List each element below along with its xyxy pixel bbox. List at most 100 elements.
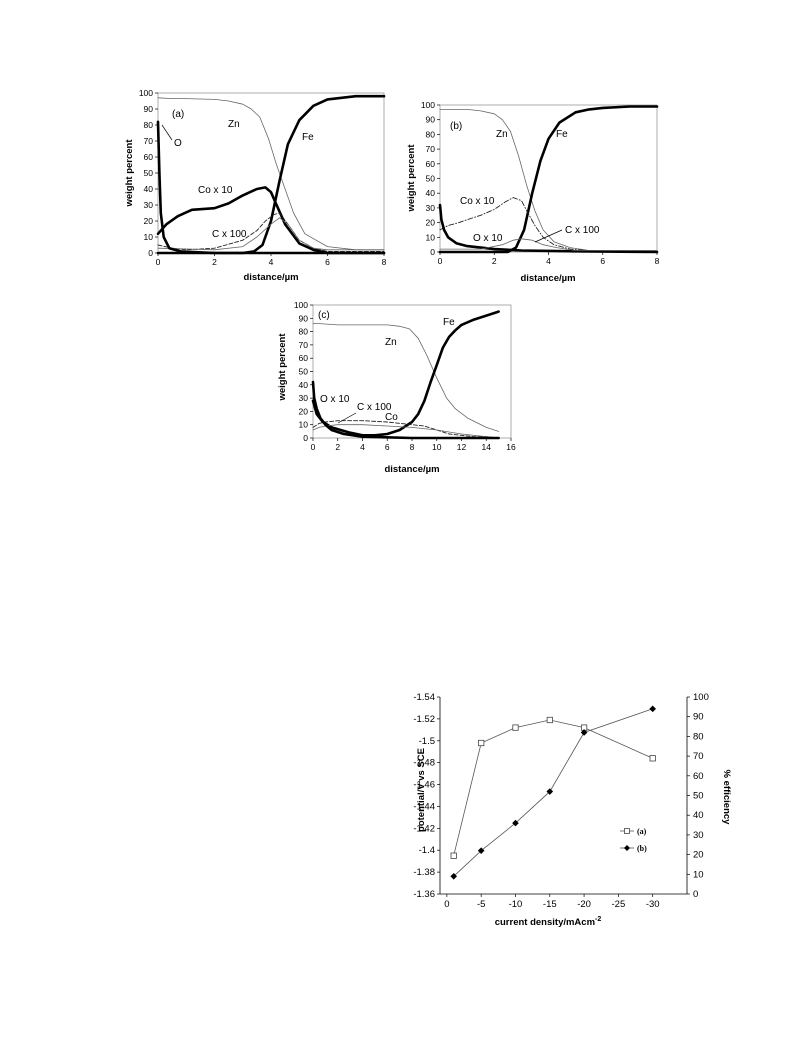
y-tick-label: 60	[144, 152, 154, 162]
y-right-tick-label: 50	[693, 791, 704, 802]
pointer-c	[534, 229, 563, 243]
x-tick-label: 0	[311, 442, 316, 452]
y-tick-label: 90	[426, 115, 436, 125]
series-co-x-10-line	[439, 197, 658, 253]
y-tick-label: 70	[426, 144, 436, 154]
x-tick-label: 4	[269, 257, 274, 267]
legend-b-label: (b)	[637, 844, 647, 853]
label-co: Co	[385, 412, 398, 423]
y-right-tick-label: 20	[693, 850, 704, 861]
y-tick-label: 80	[426, 129, 436, 139]
series-b-point	[546, 788, 554, 795]
pointer-c	[337, 412, 357, 424]
series-a-point	[512, 724, 519, 731]
legend-a-label: (a)	[637, 827, 647, 836]
series-b-point	[649, 705, 656, 713]
x-axis: 0 -5 -10 -15 -20 -25 -30	[444, 894, 660, 910]
x-tick-label: 16	[506, 442, 516, 452]
y-tick-label: 100	[294, 300, 308, 310]
y-tick-label: 70	[299, 340, 309, 350]
y-axis-right: 0 10 20 30 40 50 60 70 80 90 100	[687, 692, 709, 900]
label-fe: Fe	[443, 317, 455, 328]
y-axis-label: weight percent	[277, 333, 288, 402]
series-zn-line	[439, 109, 658, 251]
x-axis: 0 2 4 6 8	[156, 253, 387, 267]
label-fe: Fe	[302, 132, 314, 143]
y-left-tick-label: -1.38	[413, 867, 435, 878]
label-c: C x 100	[212, 229, 247, 240]
y-tick-label: 30	[426, 203, 436, 213]
series-c-x-100-line	[312, 424, 499, 439]
y-left-tick-label: -1.42	[413, 823, 435, 834]
series-a-point	[546, 716, 553, 724]
y-left-tick-label: -1.48	[413, 758, 435, 769]
series-o-line	[156, 120, 386, 255]
y-left-tick-label: -1.46	[413, 780, 435, 791]
series-fe-line	[311, 310, 500, 437]
x-axis-label: current density/mAcm-2	[495, 916, 602, 928]
series-b-point	[512, 819, 519, 827]
y-left-tick-label: -1.44	[413, 801, 435, 812]
x-tick-label: 12	[457, 442, 467, 452]
series-zn-line	[157, 97, 385, 251]
panel-potential-efficiency: -1.36 -1.38 -1.4 -1.42 -1.44 -1.46 -1.48 -1.5 -1…	[413, 692, 732, 928]
series-o-x-10-line	[311, 380, 500, 440]
y-axis-left-label: potential/V vs SCE	[416, 748, 427, 832]
y-tick-label: 50	[144, 168, 154, 178]
y-tick-label: 30	[144, 200, 154, 210]
x-axis: 0 2 4 6 8 10 12 14 16	[311, 438, 516, 452]
y-axis-label: weight percent	[124, 139, 135, 208]
x-tick-label: -20	[577, 899, 591, 910]
y-tick-label: 70	[144, 136, 154, 146]
series-lines	[438, 105, 659, 254]
y-axis: 0 10 20 30 40 50 60 70 80 90 100	[294, 300, 313, 443]
y-left-tick-label: -1.36	[413, 889, 435, 900]
plot-frame	[157, 92, 385, 254]
y-right-tick-label: 90	[693, 712, 704, 723]
y-axis: 0 10 20 30 40 50 60 70 80 90 100	[421, 100, 440, 257]
series-a-point	[450, 852, 457, 859]
x-tick-label: -10	[509, 899, 523, 910]
panel-a: 0 10 20 30 40 50 60 70 80 90 100 0 2 4 6 8 (a) distanc…	[124, 88, 387, 283]
x-tick-label: 0	[444, 899, 449, 910]
pointer-o	[161, 124, 173, 141]
x-tick-label: -5	[477, 899, 485, 910]
series-trace-line	[157, 217, 385, 251]
y-tick-label: 90	[144, 104, 154, 114]
y-right-tick-label: 0	[693, 889, 698, 900]
y-tick-label: 10	[299, 420, 309, 430]
legend: (a) (b)	[620, 827, 647, 853]
x-axis-label: distance/µm	[243, 272, 298, 283]
y-tick-label: 20	[144, 216, 154, 226]
y-tick-label: 50	[299, 367, 309, 377]
y-tick-label: 100	[421, 100, 435, 110]
panel-b: 0 10 20 30 40 50 60 70 80 90 100 0 2 4 6 8 (b) distanc…	[406, 100, 660, 284]
legend-b-marker	[624, 845, 630, 851]
panel-label: (a)	[172, 109, 184, 120]
y-axis-right-label: % efficiency	[721, 770, 732, 826]
series-b-point	[477, 847, 485, 854]
y-tick-label: 0	[303, 433, 308, 443]
y-tick-label: 10	[426, 232, 436, 242]
y-right-tick-label: 100	[693, 692, 709, 703]
x-tick-label: -25	[612, 899, 626, 910]
legend-a-marker	[624, 828, 630, 834]
y-right-tick-label: 10	[693, 869, 704, 880]
y-tick-label: 20	[299, 406, 309, 416]
label-o: O x 10	[473, 233, 503, 244]
y-tick-label: 0	[430, 247, 435, 257]
label-co: Co x 10	[460, 196, 495, 207]
series-lines	[311, 310, 500, 440]
x-tick-label: 0	[156, 257, 161, 267]
y-right-tick-label: 80	[693, 731, 704, 742]
series-fe-line	[156, 94, 386, 255]
panel-label: (b)	[450, 121, 462, 132]
series-b-point	[450, 872, 458, 880]
x-tick-label: 14	[482, 442, 492, 452]
panel-c: 0 10 20 30 40 50 60 70 80 90 100 0 2 4 6 8 10 12 14 16 (c)…	[277, 300, 516, 475]
x-tick-label: 6	[600, 256, 605, 266]
label-fe: Fe	[556, 129, 568, 140]
series-b-point	[580, 729, 588, 736]
x-tick-label: 2	[492, 256, 497, 266]
